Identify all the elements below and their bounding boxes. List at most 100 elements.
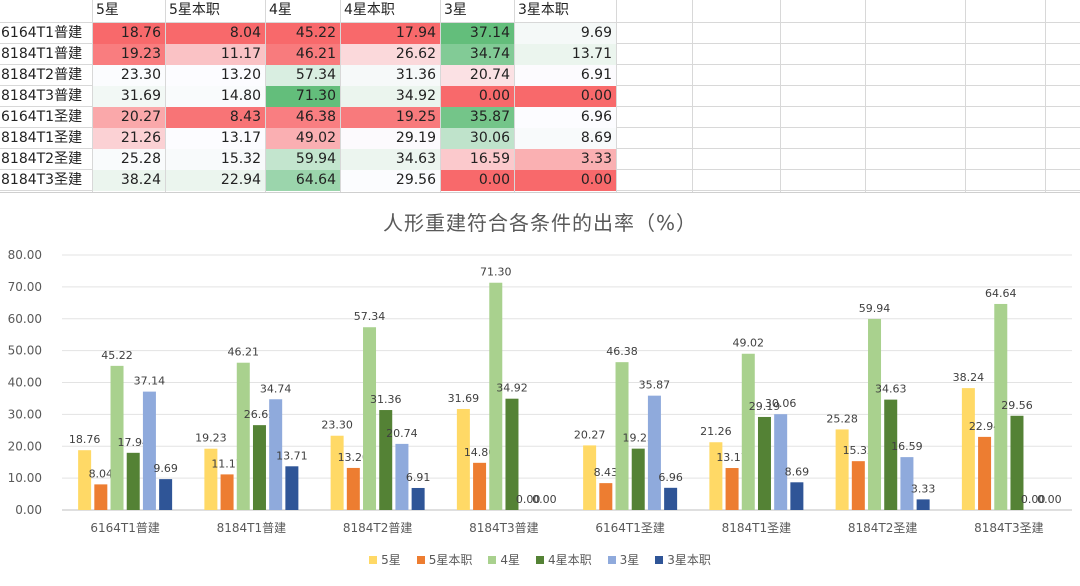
sheet-row-label[interactable]: 6164T1普建 (1, 25, 83, 41)
sheet-cell[interactable]: 9.69 (515, 23, 616, 44)
bar (252, 425, 266, 510)
sheet-header-cell[interactable]: 4星本职 (344, 2, 395, 18)
sheet-cell[interactable]: 0.00 (441, 86, 514, 107)
sheet-cell[interactable]: 31.69 (93, 86, 165, 107)
sheet-cell[interactable]: 38.24 (93, 170, 165, 191)
bar (379, 410, 393, 510)
bar (851, 461, 865, 510)
sheet-cell[interactable]: 46.21 (266, 44, 340, 65)
bar (647, 395, 661, 510)
sheet-row-label[interactable]: 8184T2普建 (1, 67, 83, 83)
sheet-cell[interactable]: 31.36 (341, 65, 440, 86)
legend-swatch (536, 555, 544, 564)
sheet-cell[interactable]: 46.38 (266, 107, 340, 128)
sheet-row-label[interactable]: 6164T1圣建 (1, 109, 83, 125)
data-label: 34.63 (875, 383, 907, 396)
sheet-cell[interactable]: 59.94 (266, 149, 340, 170)
sheet-cell[interactable]: 6.91 (515, 65, 616, 86)
sheet-cell[interactable]: 8.69 (515, 128, 616, 149)
sheet-cell[interactable]: 8.43 (166, 107, 265, 128)
sheet-cell[interactable]: 45.22 (266, 23, 340, 44)
sheet-header-cell[interactable]: 5星 (96, 2, 119, 18)
sheet-header-cell[interactable]: 5星本职 (169, 2, 220, 18)
sheet-cell[interactable]: 37.14 (441, 23, 514, 44)
sheet-cell[interactable]: 23.30 (93, 65, 165, 86)
legend-label: 3星本职 (667, 553, 711, 567)
sheet-cell[interactable]: 18.76 (93, 23, 165, 44)
legend-item[interactable]: 5星本职 (416, 551, 472, 568)
sheet-cell[interactable]: 16.59 (441, 149, 514, 170)
bar (1010, 415, 1024, 510)
sheet-cell[interactable]: 34.63 (341, 149, 440, 170)
legend-item[interactable]: 4星本职 (536, 551, 592, 568)
data-label: 19.25 (622, 432, 654, 445)
bar (615, 362, 629, 510)
sheet-cell[interactable]: 14.80 (166, 86, 265, 107)
sheet-cell[interactable]: 17.94 (341, 23, 440, 44)
legend-item[interactable]: 3星本职 (655, 551, 711, 568)
sheet-cell[interactable]: 29.19 (341, 128, 440, 149)
bar (94, 484, 108, 510)
sheet-cell[interactable]: 22.94 (166, 170, 265, 191)
data-label: 13.17 (716, 451, 748, 464)
sheet-cell[interactable]: 15.32 (166, 149, 265, 170)
sheet-cell[interactable]: 71.30 (266, 86, 340, 107)
sheet-cell[interactable]: 19.25 (341, 107, 440, 128)
sheet-cell[interactable]: 30.06 (441, 128, 514, 149)
bar (725, 468, 739, 510)
bar (868, 318, 882, 510)
y-tick-label: 70.00 (8, 280, 42, 294)
legend-item[interactable]: 3星 (607, 551, 639, 568)
sheet-cell[interactable]: 11.17 (166, 44, 265, 65)
sheet-cell[interactable]: 26.62 (341, 44, 440, 65)
sheet-row-label[interactable]: 8184T3普建 (1, 88, 83, 104)
sheet-cell[interactable]: 8.04 (166, 23, 265, 44)
sheet-cell[interactable]: 34.92 (341, 86, 440, 107)
sheet-cell[interactable]: 34.74 (441, 44, 514, 65)
chart[interactable]: 人形重建符合各条件的出率（%） 0.00 10.00 20.00 30.00 40.00… (0, 192, 1080, 586)
sheet-cell[interactable]: 19.23 (93, 44, 165, 65)
bar (142, 391, 156, 510)
sheet-cell[interactable]: 20.27 (93, 107, 165, 128)
legend-item[interactable]: 4星 (488, 551, 520, 568)
bar (664, 487, 678, 510)
sheet-header-cell[interactable]: 3星本职 (518, 2, 569, 18)
sheet-row-label[interactable]: 8184T1圣建 (1, 130, 83, 146)
sheet-row-label[interactable]: 8184T1普建 (1, 46, 83, 62)
bar (774, 414, 788, 510)
sheet-cell[interactable]: 21.26 (93, 128, 165, 149)
x-tick-label: 6164T1普建 (90, 521, 160, 535)
sheet-header-cell[interactable]: 3星 (444, 2, 467, 18)
sheet-cell[interactable]: 57.34 (266, 65, 340, 86)
sheet-row-label[interactable]: 8184T3圣建 (1, 172, 83, 188)
bar (411, 487, 425, 510)
data-label: 11.17 (211, 457, 243, 470)
sheet-cell[interactable]: 20.74 (441, 65, 514, 86)
sheet-cell[interactable]: 29.56 (341, 170, 440, 191)
sheet-cell[interactable]: 35.87 (441, 107, 514, 128)
data-label: 9.69 (153, 462, 178, 475)
sheet-cell[interactable]: 0.00 (515, 170, 616, 191)
sheet-cell[interactable]: 6.96 (515, 107, 616, 128)
sheet-cell[interactable]: 49.02 (266, 128, 340, 149)
data-label: 8.69 (785, 465, 810, 478)
sheet-cell[interactable]: 0.00 (441, 170, 514, 191)
sheet-cell[interactable]: 64.64 (266, 170, 340, 191)
data-label: 29.19 (749, 400, 781, 413)
sheet-cell[interactable]: 3.33 (515, 149, 616, 170)
legend-item[interactable]: 5星 (369, 551, 401, 568)
data-label: 49.02 (733, 337, 765, 350)
sheet-header-cell[interactable]: 4星 (269, 2, 292, 18)
sheet-cell[interactable]: 13.20 (166, 65, 265, 86)
sheet-cell[interactable]: 13.71 (515, 44, 616, 65)
sheet-cell[interactable]: 0.00 (515, 86, 616, 107)
bar (159, 479, 173, 510)
sheet-cell[interactable]: 25.28 (93, 149, 165, 170)
sheet-gridline (165, 0, 166, 192)
data-label: 17.94 (117, 436, 149, 449)
data-label: 25.28 (826, 412, 858, 425)
sheet-gridline (340, 0, 341, 192)
sheet-cell[interactable]: 13.17 (166, 128, 265, 149)
sheet-row-label[interactable]: 8184T2圣建 (1, 151, 83, 167)
data-label: 46.38 (606, 345, 638, 358)
